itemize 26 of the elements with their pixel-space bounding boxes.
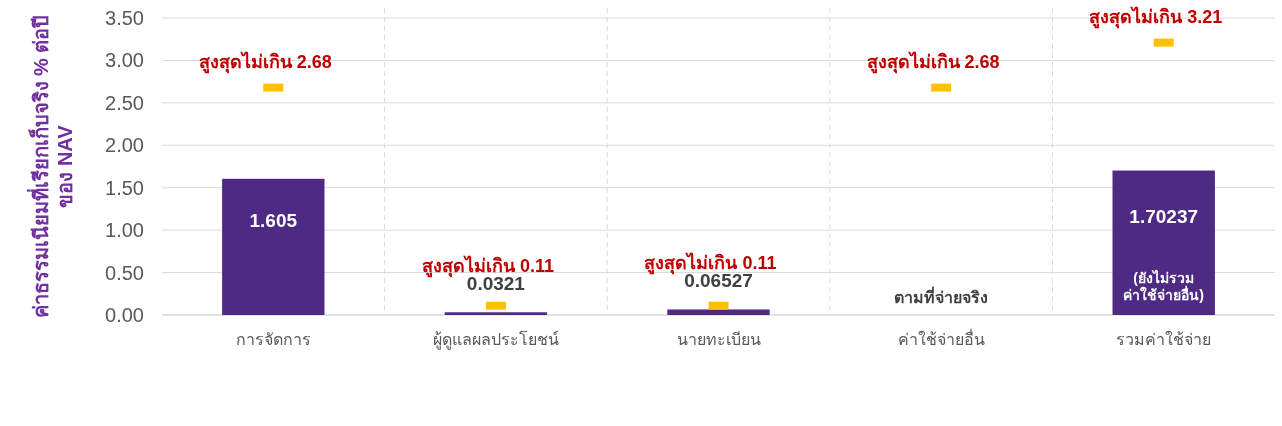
text: 1.00 bbox=[105, 219, 144, 242]
data-label: สูงสุดไม่เกิน 3.21 bbox=[1089, 5, 1223, 29]
data-label: 0.0321 bbox=[466, 273, 526, 295]
text: 3.00 bbox=[105, 49, 144, 72]
text: 0.00 bbox=[105, 304, 144, 326]
x-tick-label: ค่าใช้จ่ายอื่น bbox=[897, 328, 985, 348]
x-tick-label: รวมค่าใช้จ่าย bbox=[1116, 330, 1212, 348]
bar bbox=[667, 309, 770, 315]
text: 0.50 bbox=[105, 261, 144, 284]
y-axis-title: ค่าธรรมเนียมที่เรียกเก็บจริง % ต่อปี ของ NAV bbox=[26, 14, 76, 319]
bar bbox=[222, 178, 325, 315]
data-label: 1.70237 bbox=[1129, 205, 1199, 227]
text: 2.50 bbox=[105, 91, 144, 114]
data-label: สูงสุดไม่เกิน 2.68 bbox=[198, 50, 332, 74]
text: 1.50 bbox=[105, 176, 144, 199]
data-label: 0.06527 bbox=[684, 270, 753, 292]
text: 3.50 bbox=[105, 7, 144, 29]
bar bbox=[444, 312, 548, 315]
x-tick-label: การจัดการ bbox=[235, 331, 311, 348]
annotation: ตามที่จ่ายจริง bbox=[894, 286, 989, 306]
x-tick-label: ผู้ดูแลผลประโยชน์ bbox=[432, 330, 559, 350]
annotation: (ยังไม่รวม ค่าใช้จ่ายอื่น) bbox=[1123, 269, 1205, 303]
data-label: สูงสุดไม่เกิน 2.68 bbox=[866, 50, 1000, 74]
text: 2.00 bbox=[105, 134, 144, 157]
data-label: 1.605 bbox=[249, 209, 298, 231]
x-tick-label: นายทะเบียน bbox=[676, 331, 761, 348]
